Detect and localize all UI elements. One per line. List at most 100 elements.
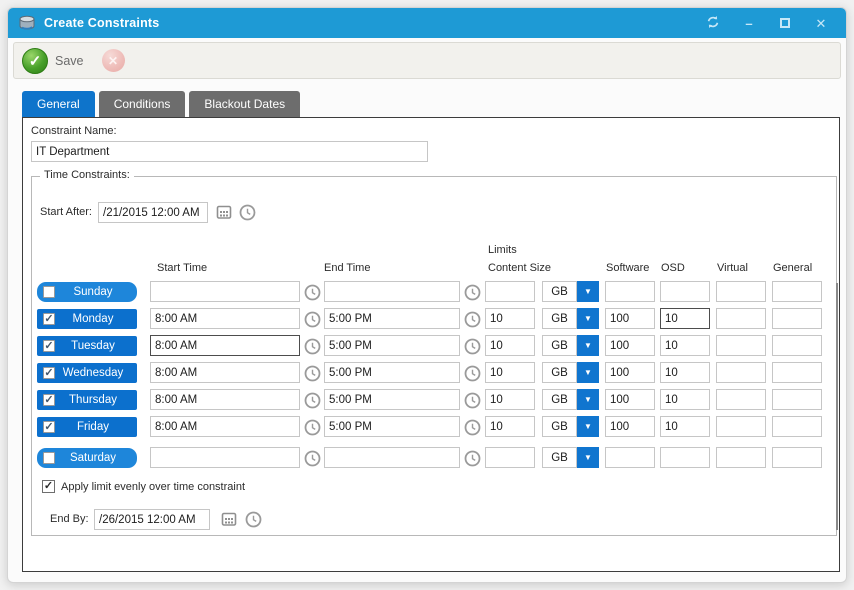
- minimize-button[interactable]: –: [745, 15, 753, 31]
- start-after-input[interactable]: [98, 202, 208, 223]
- end-by-calendar-icon[interactable]: [220, 510, 238, 528]
- software-limit-input[interactable]: [605, 447, 655, 468]
- clock-icon[interactable]: [303, 418, 321, 436]
- tab-conditions[interactable]: Conditions: [98, 91, 186, 117]
- tab-general[interactable]: General: [22, 91, 95, 117]
- unit-select[interactable]: GB: [542, 335, 577, 356]
- virtual-limit-input[interactable]: [716, 335, 766, 356]
- general-limit-input[interactable]: [772, 389, 822, 410]
- osd-limit-input[interactable]: [660, 416, 710, 437]
- day-toggle-saturday[interactable]: Saturday: [37, 448, 137, 468]
- day-toggle-wednesday[interactable]: ✓ Wednesday: [37, 363, 137, 383]
- general-limit-input[interactable]: [772, 447, 822, 468]
- software-limit-input[interactable]: [605, 335, 655, 356]
- unit-select[interactable]: GB: [542, 416, 577, 437]
- clock-icon[interactable]: [463, 391, 481, 409]
- start-time-input[interactable]: [150, 335, 300, 356]
- general-limit-input[interactable]: [772, 281, 822, 302]
- end-by-input[interactable]: [94, 509, 210, 530]
- content-size-input[interactable]: [485, 416, 535, 437]
- day-toggle-monday[interactable]: ✓ Monday: [37, 309, 137, 329]
- start-after-clock-icon[interactable]: [238, 203, 256, 221]
- unit-select[interactable]: GB: [542, 362, 577, 383]
- unit-select[interactable]: GB: [542, 281, 577, 302]
- clock-icon[interactable]: [463, 310, 481, 328]
- start-time-input[interactable]: [150, 281, 300, 302]
- clock-icon[interactable]: [303, 337, 321, 355]
- day-toggle-sunday[interactable]: Sunday: [37, 282, 137, 302]
- clock-icon[interactable]: [303, 391, 321, 409]
- content-size-input[interactable]: [485, 389, 535, 410]
- clock-icon[interactable]: [463, 364, 481, 382]
- start-time-input[interactable]: [150, 362, 300, 383]
- content-size-input[interactable]: [485, 281, 535, 302]
- maximize-button[interactable]: [778, 17, 792, 30]
- software-limit-input[interactable]: [605, 281, 655, 302]
- save-button[interactable]: ✓ Save: [22, 47, 84, 74]
- general-limit-input[interactable]: [772, 335, 822, 356]
- start-time-input[interactable]: [150, 389, 300, 410]
- close-button[interactable]: ✕: [815, 15, 827, 31]
- constraint-name-input[interactable]: [31, 141, 428, 162]
- virtual-limit-input[interactable]: [716, 389, 766, 410]
- end-time-input[interactable]: [324, 389, 460, 410]
- virtual-limit-input[interactable]: [716, 416, 766, 437]
- osd-limit-input[interactable]: [660, 447, 710, 468]
- dropdown-arrow-icon[interactable]: ▼: [577, 447, 599, 468]
- start-after-calendar-icon[interactable]: [215, 203, 233, 221]
- end-time-input[interactable]: [324, 447, 460, 468]
- osd-limit-input[interactable]: [660, 308, 710, 329]
- virtual-limit-input[interactable]: [716, 281, 766, 302]
- software-limit-input[interactable]: [605, 416, 655, 437]
- clock-icon[interactable]: [303, 283, 321, 301]
- general-limit-input[interactable]: [772, 362, 822, 383]
- content-size-input[interactable]: [485, 362, 535, 383]
- virtual-limit-input[interactable]: [716, 447, 766, 468]
- dropdown-arrow-icon[interactable]: ▼: [577, 335, 599, 356]
- dropdown-arrow-icon[interactable]: ▼: [577, 362, 599, 383]
- clock-icon[interactable]: [463, 449, 481, 467]
- unit-select[interactable]: GB: [542, 308, 577, 329]
- start-time-input[interactable]: [150, 308, 300, 329]
- start-time-input[interactable]: [150, 416, 300, 437]
- general-limit-input[interactable]: [772, 308, 822, 329]
- osd-limit-input[interactable]: [660, 362, 710, 383]
- content-size-input[interactable]: [485, 447, 535, 468]
- content-size-input[interactable]: [485, 308, 535, 329]
- clock-icon[interactable]: [463, 418, 481, 436]
- clock-icon[interactable]: [303, 364, 321, 382]
- refresh-button[interactable]: [706, 15, 720, 31]
- clock-icon[interactable]: [463, 283, 481, 301]
- clock-icon[interactable]: [463, 337, 481, 355]
- dropdown-arrow-icon[interactable]: ▼: [577, 281, 599, 302]
- osd-limit-input[interactable]: [660, 335, 710, 356]
- software-limit-input[interactable]: [605, 389, 655, 410]
- clock-icon[interactable]: [303, 310, 321, 328]
- end-time-input[interactable]: [324, 308, 460, 329]
- dropdown-arrow-icon[interactable]: ▼: [577, 308, 599, 329]
- end-time-input[interactable]: [324, 416, 460, 437]
- clock-icon[interactable]: [303, 449, 321, 467]
- day-toggle-thursday[interactable]: ✓ Thursday: [37, 390, 137, 410]
- software-limit-input[interactable]: [605, 362, 655, 383]
- end-time-input[interactable]: [324, 335, 460, 356]
- dropdown-arrow-icon[interactable]: ▼: [577, 416, 599, 437]
- unit-select[interactable]: GB: [542, 389, 577, 410]
- osd-limit-input[interactable]: [660, 281, 710, 302]
- tab-blackout-dates[interactable]: Blackout Dates: [189, 91, 301, 117]
- titlebar[interactable]: Create Constraints – ✕: [8, 8, 846, 38]
- end-time-input[interactable]: [324, 281, 460, 302]
- osd-limit-input[interactable]: [660, 389, 710, 410]
- day-toggle-friday[interactable]: ✓ Friday: [37, 417, 137, 437]
- start-time-input[interactable]: [150, 447, 300, 468]
- end-time-input[interactable]: [324, 362, 460, 383]
- software-limit-input[interactable]: [605, 308, 655, 329]
- dropdown-arrow-icon[interactable]: ▼: [577, 389, 599, 410]
- general-limit-input[interactable]: [772, 416, 822, 437]
- virtual-limit-input[interactable]: [716, 362, 766, 383]
- day-toggle-tuesday[interactable]: ✓ Tuesday: [37, 336, 137, 356]
- content-size-input[interactable]: [485, 335, 535, 356]
- apply-limit-checkbox[interactable]: ✓: [42, 480, 55, 493]
- end-by-clock-icon[interactable]: [244, 510, 262, 528]
- virtual-limit-input[interactable]: [716, 308, 766, 329]
